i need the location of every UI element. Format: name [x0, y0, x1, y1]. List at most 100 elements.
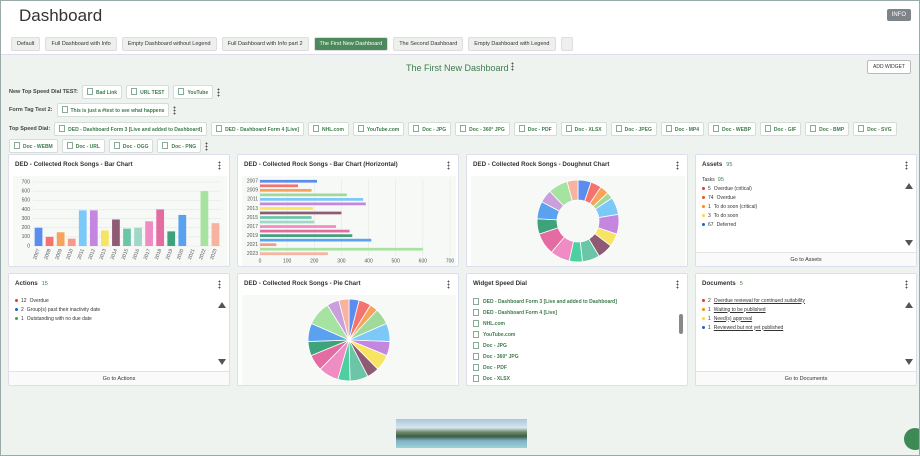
speed-dial-link[interactable]: Doc - WEBP [708, 122, 756, 136]
status-item[interactable]: 2Group(s) past their inactivity date [15, 305, 100, 314]
x-tick-label: 2021 [187, 248, 197, 261]
speed-dial-link[interactable]: NHL.com [308, 122, 349, 136]
chart: 0100200300400500600700200720082009201020… [13, 176, 227, 266]
speed-dial-link[interactable]: Doc - SVG [853, 122, 896, 136]
status-item[interactable]: 3To do soon [702, 211, 757, 220]
menu[interactable] [676, 280, 679, 289]
speed-dial-link[interactable]: Doc - 360° JPG [473, 351, 617, 362]
menu[interactable] [511, 62, 514, 71]
speed-dial-link[interactable]: YouTube [173, 85, 213, 99]
status-item[interactable]: 1Waiting to be published [702, 305, 805, 314]
speed-dial-link[interactable]: DED - Dashboard Form 3 [Live and added t… [473, 296, 617, 307]
tab[interactable]: Full Dashboard with Info [45, 37, 116, 51]
scroll-up[interactable] [218, 302, 226, 308]
speed-dial-link[interactable]: Doc - OGG [109, 139, 154, 153]
add-widget-button[interactable]: ADD WIDGET [867, 60, 911, 74]
menu[interactable] [173, 106, 176, 115]
help-button[interactable] [904, 428, 920, 450]
speed-dial-link[interactable]: Doc - JPG [473, 340, 617, 351]
menu[interactable] [217, 88, 220, 97]
menu[interactable] [218, 280, 221, 289]
speed-dial-link[interactable]: NHL.com [473, 318, 617, 329]
scroll-up[interactable] [905, 183, 913, 189]
status-item[interactable]: 5Overdue (critical) [702, 184, 757, 193]
tab[interactable]: Default [11, 37, 40, 51]
bar [178, 215, 186, 246]
widget-footer-link[interactable]: Go to Assets [696, 252, 916, 266]
widget-footer-link[interactable]: Go to Documents [696, 371, 916, 385]
status-count: 1 [708, 325, 711, 331]
speed-dial-link[interactable]: Doc - XLSX [473, 373, 617, 384]
bar [260, 184, 298, 187]
info-button[interactable]: INFO [887, 9, 911, 21]
y-tick-label: 2013 [247, 206, 258, 212]
status-item[interactable]: 1Need(s) approval [702, 314, 805, 323]
widget-title-text: DED - Collected Rock Songs - Pie Chart [244, 280, 361, 287]
speed-dial-link[interactable]: Doc - PDF [473, 362, 617, 373]
widget-title: Widget Speed Dial [473, 280, 527, 287]
tab[interactable]: Empty Dashboard with Legend [468, 37, 555, 51]
menu[interactable] [205, 142, 208, 151]
scroll-down[interactable] [905, 359, 913, 365]
status-item[interactable]: 1Reviewed but not yet published [702, 323, 805, 332]
widget-footer-link[interactable]: Go to Actions [9, 371, 229, 385]
bar [201, 191, 209, 246]
status-item[interactable]: 74Overdue [702, 193, 757, 202]
speed-dial-link[interactable]: Doc - URL [62, 139, 105, 153]
x-tick-label: 2016 [132, 248, 142, 261]
bar [260, 189, 312, 192]
status-dot [702, 326, 705, 329]
bar [167, 231, 175, 246]
menu[interactable] [905, 280, 908, 289]
speed-dial-link[interactable]: Doc - BMP [805, 122, 849, 136]
speed-dial-link[interactable]: Doc - PNG [157, 139, 201, 153]
speed-dial-link[interactable]: Bad Link [82, 85, 122, 99]
menu[interactable] [447, 161, 450, 170]
speed-dial-link[interactable]: DED - Dashboard Form 4 [Live] [211, 122, 304, 136]
speed-dial-link[interactable]: Doc - XLSX [561, 122, 607, 136]
scroll-down[interactable] [905, 240, 913, 246]
status-item[interactable]: 67Deferred [702, 220, 757, 229]
speed-dial-link[interactable]: DED - Dashboard Form 3 [Live and added t… [54, 122, 207, 136]
speed-dial-link[interactable]: This is just a #test to see what happens [57, 103, 170, 117]
y-tick-label: 0 [27, 243, 30, 249]
speed-dial-link[interactable]: YouTube.com [473, 329, 617, 340]
tab[interactable]: Full Dashboard with Info part 2 [222, 37, 309, 51]
speed-dial-link[interactable]: Doc - PDF [514, 122, 557, 136]
status-item[interactable]: 1Outstanding with no due date [15, 314, 100, 323]
add-tab[interactable] [561, 37, 573, 51]
tab[interactable]: Empty Dashboard without Legend [122, 37, 217, 51]
bar [112, 219, 120, 246]
scroll-down[interactable] [218, 359, 226, 365]
speed-dial-link[interactable]: Doc - 360° JPG [455, 122, 510, 136]
speed-dial-link[interactable]: YouTube.com [353, 122, 404, 136]
widget-title: DED - Collected Rock Songs - Doughnut Ch… [473, 161, 609, 168]
tab[interactable]: The First New Dashboard [314, 37, 389, 51]
bar [260, 230, 350, 233]
status-item[interactable]: 1To do soon (critical) [702, 202, 757, 211]
speed-dial-link[interactable]: Doc - WEBM [9, 139, 58, 153]
status-count: 74 [708, 195, 714, 201]
menu[interactable] [218, 161, 221, 170]
status-item[interactable]: 2Overdue reviewal for continued suitabil… [702, 296, 805, 305]
bar [123, 229, 131, 246]
speed-dial-row: Form Tag Test 2:This is just a #test to … [9, 103, 909, 117]
menu[interactable] [905, 161, 908, 170]
y-tick-label: 300 [22, 216, 31, 222]
status-item[interactable]: 12Overdue [15, 296, 100, 305]
speed-dial-link[interactable]: Doc - MP4 [661, 122, 704, 136]
widget-count: 95 [726, 162, 732, 168]
tab[interactable]: The Second Dashboard [393, 37, 463, 51]
y-tick-label: 2021 [247, 242, 258, 248]
y-tick-label: 700 [22, 179, 31, 185]
menu[interactable] [447, 280, 450, 289]
speed-dial-link[interactable]: Doc - GIF [760, 122, 801, 136]
speed-dial-link[interactable]: Doc - JPEG [611, 122, 657, 136]
speed-dial-link[interactable]: Doc - JPG [408, 122, 451, 136]
scroll-up[interactable] [905, 302, 913, 308]
y-tick-label: 600 [22, 188, 31, 194]
bar [260, 234, 352, 237]
menu[interactable] [676, 161, 679, 170]
speed-dial-link[interactable]: DED - Dashboard Form 4 [Live] [473, 307, 617, 318]
speed-dial-link[interactable]: URL TEST [126, 85, 169, 99]
